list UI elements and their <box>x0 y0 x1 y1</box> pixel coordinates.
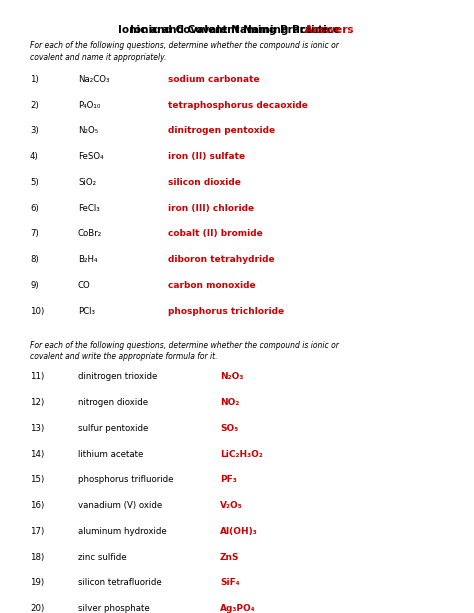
Text: FeSO₄: FeSO₄ <box>78 152 104 161</box>
Text: SO₅: SO₅ <box>220 424 238 433</box>
Text: vanadium (V) oxide: vanadium (V) oxide <box>78 501 162 510</box>
Text: 16): 16) <box>30 501 44 510</box>
Text: Ionic and Covalent Naming Practice: Ionic and Covalent Naming Practice <box>130 25 344 35</box>
Text: FeCl₃: FeCl₃ <box>78 204 100 213</box>
Text: 20): 20) <box>30 604 44 613</box>
Text: P₄O₁₀: P₄O₁₀ <box>78 101 100 110</box>
Text: 18): 18) <box>30 553 44 562</box>
Text: nitrogen dioxide: nitrogen dioxide <box>78 398 148 407</box>
Text: SiO₂: SiO₂ <box>78 178 96 187</box>
Text: N₂O₅: N₂O₅ <box>78 126 98 135</box>
Text: 4): 4) <box>30 152 39 161</box>
Text: sulfur pentoxide: sulfur pentoxide <box>78 424 148 433</box>
Text: 10): 10) <box>30 306 44 316</box>
Text: phosphorus trichloride: phosphorus trichloride <box>168 306 284 316</box>
Text: 3): 3) <box>30 126 39 135</box>
Text: 12): 12) <box>30 398 44 407</box>
Text: silicon dioxide: silicon dioxide <box>168 178 241 187</box>
Text: For each of the following questions, determine whether the compound is ionic or: For each of the following questions, det… <box>30 340 339 349</box>
Text: 1): 1) <box>30 75 39 84</box>
Text: Na₂CO₃: Na₂CO₃ <box>78 75 109 84</box>
Text: Answers: Answers <box>305 25 355 35</box>
Text: PCl₃: PCl₃ <box>78 306 95 316</box>
Text: Ag₃PO₄: Ag₃PO₄ <box>220 604 255 613</box>
Text: silicon tetrafluoride: silicon tetrafluoride <box>78 579 162 587</box>
Text: SiF₄: SiF₄ <box>220 579 240 587</box>
Text: 19): 19) <box>30 579 44 587</box>
Text: LiC₂H₃O₂: LiC₂H₃O₂ <box>220 449 263 459</box>
Text: cobalt (II) bromide: cobalt (II) bromide <box>168 229 263 238</box>
Text: 17): 17) <box>30 527 44 536</box>
Text: Ionic and Covalent Naming Practice: Ionic and Covalent Naming Practice <box>118 25 332 35</box>
Text: 13): 13) <box>30 424 44 433</box>
Text: CO: CO <box>78 281 91 290</box>
Text: 9): 9) <box>30 281 38 290</box>
Text: tetraphosphorus decaoxide: tetraphosphorus decaoxide <box>168 101 308 110</box>
Text: 11): 11) <box>30 372 44 381</box>
Text: 7): 7) <box>30 229 39 238</box>
Text: PF₃: PF₃ <box>220 475 237 484</box>
Text: dinitrogen trioxide: dinitrogen trioxide <box>78 372 157 381</box>
Text: For each of the following questions, determine whether the compound is ionic or: For each of the following questions, det… <box>30 41 339 50</box>
Text: iron (III) chloride: iron (III) chloride <box>168 204 254 213</box>
Text: lithium acetate: lithium acetate <box>78 449 143 459</box>
Text: phosphorus trifluoride: phosphorus trifluoride <box>78 475 173 484</box>
Text: 8): 8) <box>30 255 39 264</box>
Text: 6): 6) <box>30 204 39 213</box>
Text: carbon monoxide: carbon monoxide <box>168 281 255 290</box>
Text: covalent and write the appropriate formula for it.: covalent and write the appropriate formu… <box>30 352 218 362</box>
Text: N₂O₃: N₂O₃ <box>220 372 243 381</box>
Text: dinitrogen pentoxide: dinitrogen pentoxide <box>168 126 275 135</box>
Text: 2): 2) <box>30 101 39 110</box>
Text: ZnS: ZnS <box>220 553 239 562</box>
Text: 5): 5) <box>30 178 39 187</box>
Text: V₂O₅: V₂O₅ <box>220 501 243 510</box>
Text: zinc sulfide: zinc sulfide <box>78 553 127 562</box>
Text: iron (II) sulfate: iron (II) sulfate <box>168 152 245 161</box>
Text: silver phosphate: silver phosphate <box>78 604 150 613</box>
Text: NO₂: NO₂ <box>220 398 239 407</box>
Text: 14): 14) <box>30 449 44 459</box>
Text: B₂H₄: B₂H₄ <box>78 255 98 264</box>
Text: CoBr₂: CoBr₂ <box>78 229 102 238</box>
Text: aluminum hydroxide: aluminum hydroxide <box>78 527 167 536</box>
Text: Al(OH)₃: Al(OH)₃ <box>220 527 258 536</box>
Text: 15): 15) <box>30 475 44 484</box>
Text: diboron tetrahydride: diboron tetrahydride <box>168 255 274 264</box>
Text: covalent and name it appropriately.: covalent and name it appropriately. <box>30 53 166 62</box>
Text: sodium carbonate: sodium carbonate <box>168 75 260 84</box>
